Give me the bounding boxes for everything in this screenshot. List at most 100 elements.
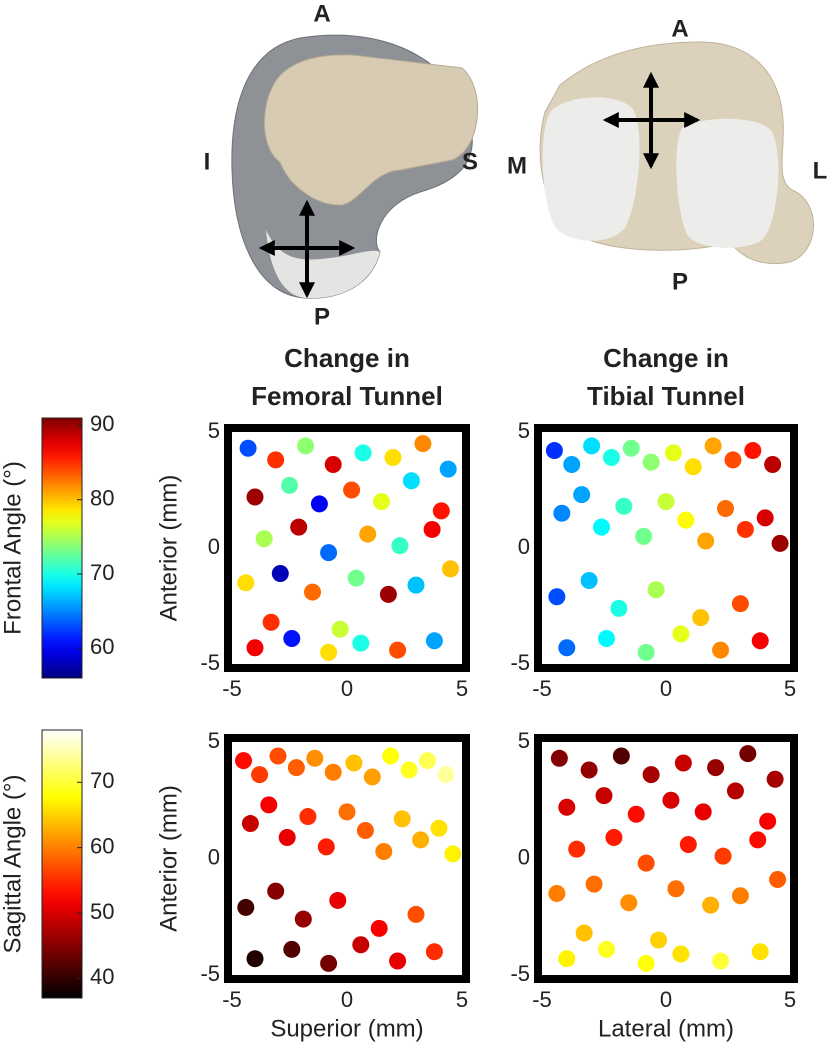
point: [400, 761, 418, 779]
point: [437, 766, 455, 784]
point: [563, 455, 581, 473]
point: [352, 936, 370, 954]
point: [759, 812, 777, 830]
point: [726, 782, 744, 800]
point: [585, 875, 603, 893]
point: [751, 632, 769, 650]
panel-title: Tibial Tunnel: [587, 381, 745, 411]
point: [290, 518, 308, 536]
point: [237, 574, 255, 592]
point: [235, 752, 252, 770]
point: [345, 754, 363, 772]
point: [379, 585, 397, 603]
point: [407, 576, 425, 594]
y-axis-label: Anterior (mm): [155, 475, 182, 622]
point: [299, 808, 317, 826]
x-tick-label: 5: [456, 987, 468, 1012]
point: [246, 488, 264, 506]
point: [558, 950, 576, 968]
point: [444, 845, 462, 863]
colorbar-tick-label: 80: [90, 486, 114, 511]
point: [756, 509, 774, 527]
point: [602, 449, 620, 467]
point: [694, 803, 712, 821]
point: [391, 537, 409, 555]
y-tick-label: -5: [510, 650, 530, 675]
point: [597, 629, 615, 647]
point: [241, 815, 259, 833]
point: [267, 451, 285, 469]
point: [283, 940, 301, 958]
point: [667, 880, 685, 898]
point: [637, 954, 655, 972]
x-tick-label: -5: [222, 676, 242, 701]
point: [545, 442, 563, 460]
point: [548, 884, 566, 902]
colorbar-label: Sagittal Angle (°): [0, 774, 26, 953]
point: [731, 887, 749, 905]
point: [751, 943, 769, 961]
colorbar: [41, 417, 83, 679]
point: [702, 896, 720, 914]
point: [637, 643, 655, 661]
point: [642, 766, 660, 784]
point: [306, 749, 324, 767]
y-tick-label: 0: [208, 534, 220, 559]
y-tick-label: 0: [208, 844, 220, 869]
point: [287, 759, 305, 777]
point: [393, 810, 411, 828]
point: [419, 752, 436, 770]
y-axis-label: Anterior (mm): [155, 785, 182, 932]
point: [294, 910, 312, 928]
point: [744, 442, 762, 460]
point: [553, 504, 571, 522]
point: [359, 525, 377, 543]
point: [363, 768, 381, 786]
y-tick-label: 5: [208, 728, 220, 753]
point: [620, 894, 638, 912]
point: [412, 831, 430, 849]
point: [662, 791, 680, 809]
y-tick-label: -5: [200, 961, 220, 986]
point: [407, 905, 425, 923]
y-tick-label: 0: [518, 534, 530, 559]
point: [320, 643, 338, 661]
point: [610, 599, 628, 617]
x-tick-label: 0: [341, 676, 353, 701]
panel-title: Femoral Tunnel: [251, 381, 443, 411]
point: [605, 829, 623, 847]
direction-label: M: [507, 152, 527, 179]
point: [731, 595, 749, 613]
scatter-points: [548, 745, 787, 972]
point: [375, 843, 393, 861]
point: [432, 502, 450, 520]
point: [548, 588, 566, 606]
point: [712, 952, 730, 970]
point: [635, 527, 653, 545]
point: [717, 500, 735, 518]
colorbar-tick-label: 60: [90, 833, 114, 858]
point: [317, 838, 335, 856]
point: [642, 453, 660, 471]
point: [329, 891, 347, 909]
point: [612, 747, 630, 765]
y-tick-label: -5: [200, 650, 220, 675]
point: [320, 954, 338, 972]
x-tick-label: 0: [341, 987, 353, 1012]
x-tick-label: -5: [532, 987, 552, 1012]
point: [281, 476, 298, 494]
point: [352, 634, 370, 652]
point: [251, 766, 269, 784]
point: [423, 520, 441, 538]
point: [278, 829, 296, 847]
point: [425, 943, 443, 961]
point: [622, 439, 640, 457]
colorbar-label: Frontal Angle (°): [0, 461, 26, 635]
point: [239, 439, 257, 457]
x-axis-label: Lateral (mm): [598, 1015, 734, 1042]
point: [764, 455, 782, 473]
point: [370, 919, 388, 937]
direction-label: S: [462, 148, 478, 175]
colorbar-tick-label: 70: [90, 560, 114, 585]
point: [672, 945, 690, 963]
